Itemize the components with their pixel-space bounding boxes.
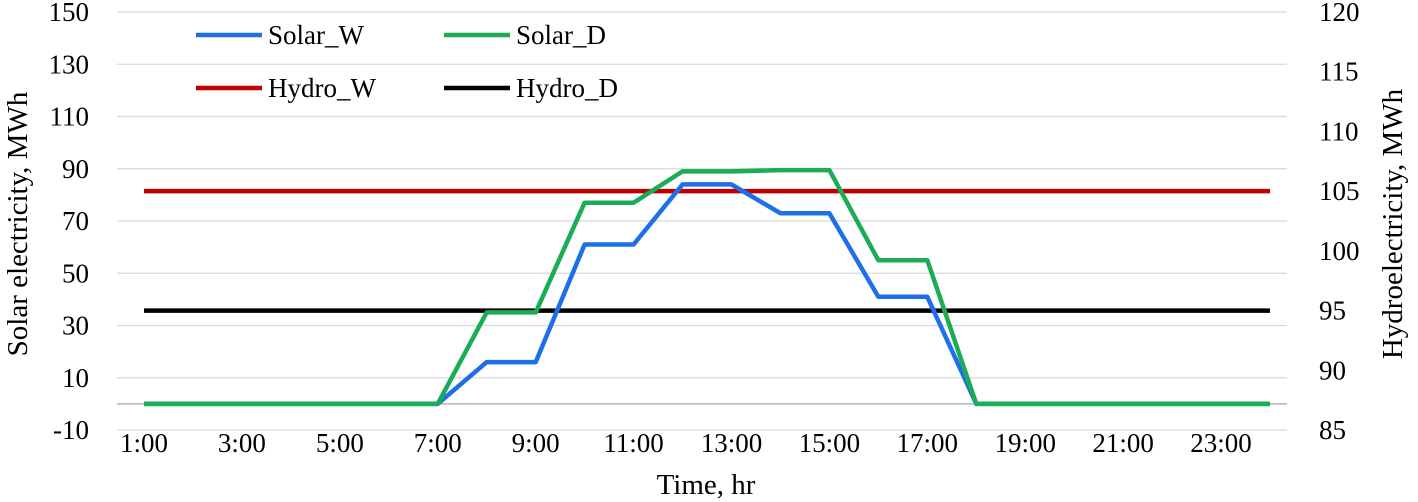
x-axis-label: Time, hr [657, 469, 756, 501]
x-tick-label: 3:00 [218, 428, 266, 458]
y-left-tick-label: 30 [62, 311, 89, 341]
legend-label-hydro-d: Hydro_D [516, 73, 618, 103]
x-tick-label: 23:00 [1190, 428, 1252, 458]
x-tick-label: 5:00 [316, 428, 364, 458]
y-left-tick-label: 150 [49, 0, 90, 27]
y-left-axis-label: Solar electricity, MWh [2, 91, 34, 356]
x-tick-label: 9:00 [512, 428, 560, 458]
legend-label-hydro-w: Hydro_W [268, 73, 376, 103]
x-tick-label: 11:00 [603, 428, 664, 458]
y-left-tick-label: 50 [62, 258, 89, 288]
legend-label-solar-d: Solar_D [516, 20, 606, 50]
legend-label-solar-w: Solar_W [268, 20, 364, 50]
y-left-tick-label: 10 [62, 363, 89, 393]
x-tick-label: 17:00 [897, 428, 959, 458]
series-line-solar-w [144, 182, 1270, 407]
x-tick-label: 15:00 [799, 428, 861, 458]
x-tick-label: 13:00 [701, 428, 763, 458]
y-right-tick-label: 105 [1319, 176, 1360, 206]
y-right-tick-label: 100 [1319, 236, 1360, 266]
series-line-solar-d [144, 167, 1270, 407]
legend: Solar_W Solar_D Hydro_W Hydro_D [196, 20, 618, 103]
x-tick-label: 7:00 [414, 428, 462, 458]
x-tick-label: 19:00 [994, 428, 1056, 458]
x-tick-label: 21:00 [1092, 428, 1154, 458]
y-left-tick-label: 130 [49, 49, 90, 79]
y-left-tick-label: 90 [62, 154, 89, 184]
y-right-tick-label: 120 [1319, 0, 1360, 27]
y-right-tick-label: 95 [1319, 296, 1346, 326]
y-right-tick-label: 115 [1319, 57, 1359, 87]
y-right-tick-label: 90 [1319, 355, 1346, 385]
tick-labels: 150 130 110 90 70 50 30 10 -10 120 115 110 105 100 95 9… [49, 0, 1360, 458]
y-right-tick-label: 110 [1319, 116, 1359, 146]
y-left-tick-label: 70 [62, 206, 89, 236]
y-left-tick-label: -10 [53, 415, 89, 445]
y-left-tick-label: 110 [50, 102, 90, 132]
series-lines [144, 167, 1270, 407]
y-right-tick-label: 85 [1319, 415, 1346, 445]
x-tick-label: 1:00 [120, 428, 168, 458]
y-right-axis-label: Hydroelectricity, MWh [1377, 88, 1409, 359]
